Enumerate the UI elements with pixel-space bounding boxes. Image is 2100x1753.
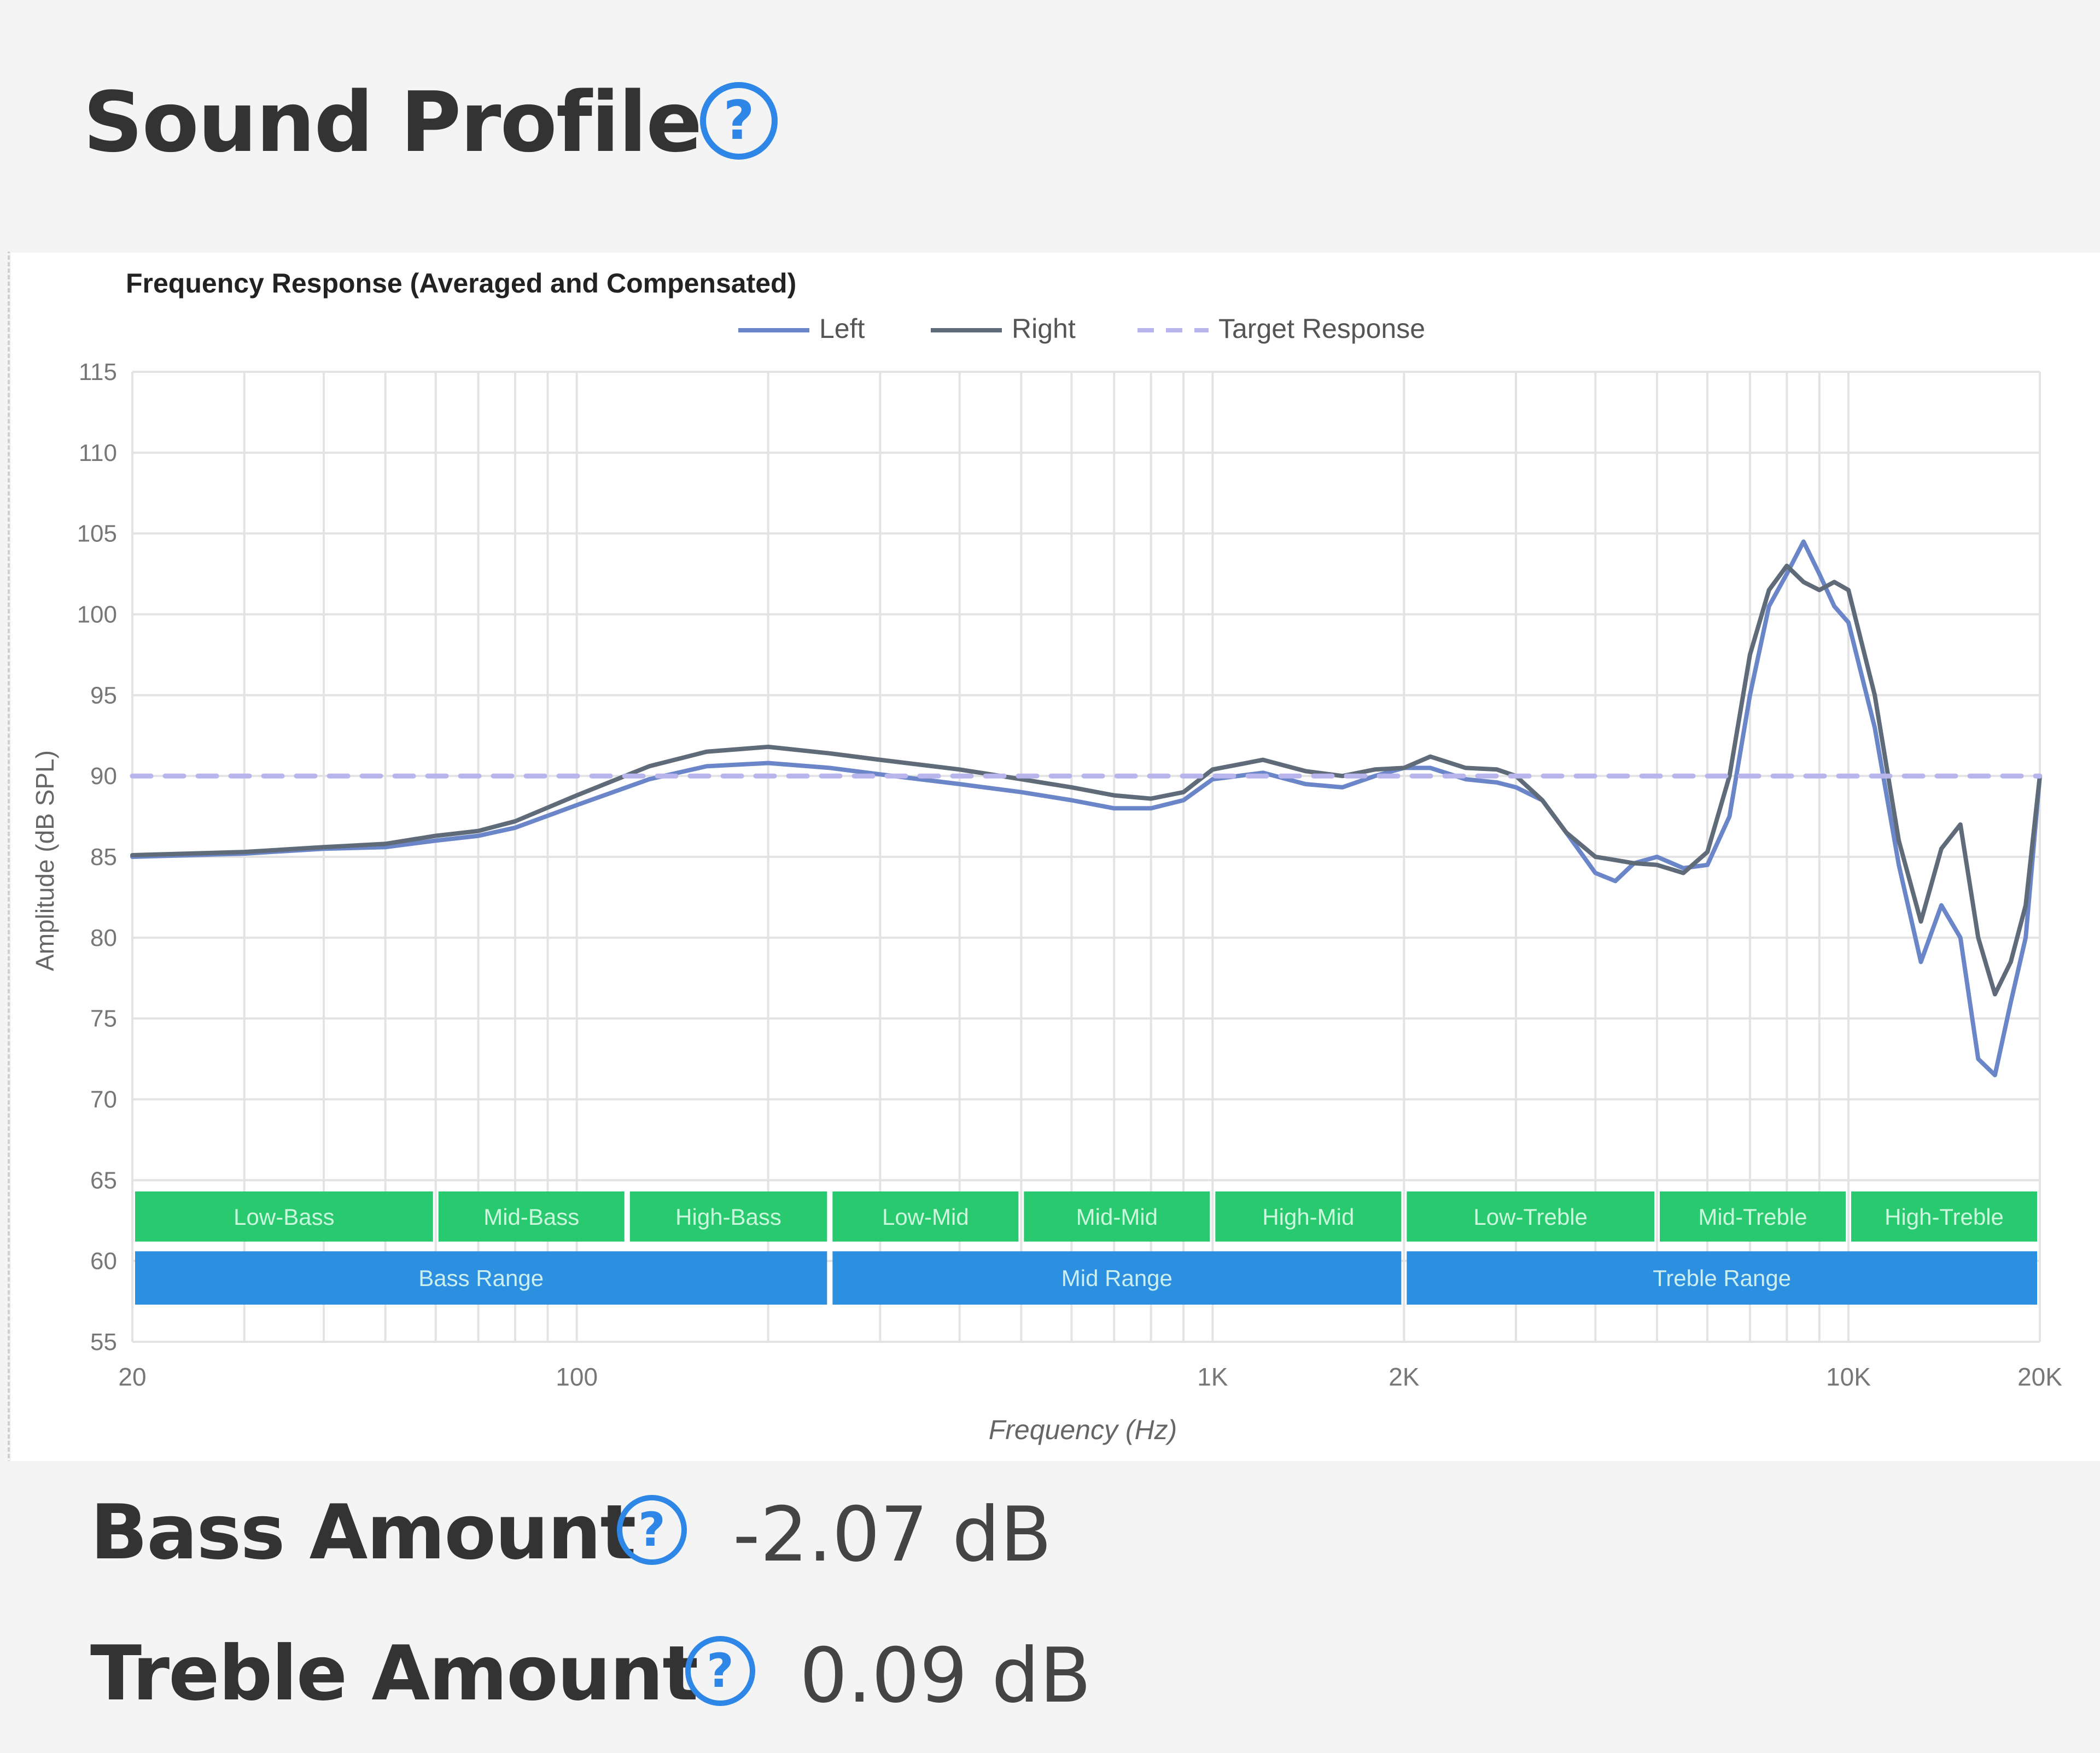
range-band[interactable]: [629, 1191, 827, 1242]
x-axis-label: Frequency (Hz): [989, 1415, 1177, 1445]
y-tick-label: 75: [90, 1006, 117, 1032]
question-circle-icon[interactable]: ?: [617, 1495, 687, 1565]
question-circle-icon[interactable]: ?: [700, 82, 778, 160]
range-band[interactable]: [832, 1191, 1019, 1242]
y-tick-label: 60: [90, 1248, 117, 1275]
range-bands: Low-Bass Mid-Bass High-Bass Low-Mid Mid-Mid H…: [135, 1191, 2037, 1305]
legend-label[interactable]: Target Response: [1218, 313, 1425, 344]
y-tick-label: 95: [90, 682, 117, 709]
section-header: Sound Profile ?: [0, 0, 2100, 252]
treble-amount-label: Treble Amount: [90, 1629, 698, 1717]
x-tick-label: 10K: [1826, 1363, 1871, 1391]
x-tick-label: 20K: [2017, 1363, 2062, 1391]
range-band-label: Mid-Mid: [1076, 1204, 1158, 1230]
range-band-label: High-Treble: [1885, 1204, 2004, 1230]
range-band[interactable]: [1851, 1191, 2037, 1242]
range-band[interactable]: [1024, 1191, 1210, 1242]
bass-amount-label: Bass Amount: [90, 1488, 636, 1576]
y-tick-label: 70: [90, 1086, 117, 1113]
range-band-label: Mid-Bass: [483, 1204, 579, 1230]
section-title: Sound Profile: [83, 74, 702, 171]
y-tick-label: 55: [90, 1329, 117, 1355]
y-tick-label: 85: [90, 844, 117, 870]
series-line-right: [130, 563, 2042, 997]
range-band[interactable]: [135, 1251, 827, 1305]
y-tick-label: 90: [90, 763, 117, 790]
range-band-label: Mid Range: [1061, 1265, 1172, 1291]
y-tick-label: 65: [90, 1167, 117, 1194]
range-band-label: High-Bass: [675, 1204, 781, 1230]
range-band-label: Treble Range: [1653, 1265, 1791, 1291]
x-tick-label: 1K: [1197, 1363, 1228, 1391]
chart-grid: [131, 371, 2041, 1343]
y-tick-label: 100: [77, 601, 117, 628]
range-band-label: Low-Mid: [882, 1204, 969, 1230]
range-band[interactable]: [832, 1251, 1402, 1305]
x-tick-label: 20: [118, 1363, 146, 1391]
range-band[interactable]: [1660, 1191, 1846, 1242]
y-tick-label: 80: [90, 925, 117, 951]
legend-label[interactable]: Right: [1012, 313, 1076, 344]
chart-axes: 55 60 65 70 75 80 85 90 95 100 105 110 115 20 100 1K 2K 1…: [77, 359, 2063, 1391]
legend-label[interactable]: Left: [819, 313, 865, 344]
series-line-left: [130, 539, 2042, 1078]
range-band-label: Bass Range: [418, 1265, 544, 1291]
y-tick-label: 105: [77, 521, 117, 547]
question-circle-icon[interactable]: ?: [685, 1636, 755, 1706]
range-band[interactable]: [438, 1191, 625, 1242]
range-band[interactable]: [135, 1191, 433, 1242]
range-band-label: Low-Bass: [234, 1204, 334, 1230]
range-band-label: Low-Treble: [1473, 1204, 1588, 1230]
x-tick-label: 2K: [1389, 1363, 1420, 1391]
y-axis-label: Amplitude (dB SPL): [31, 750, 59, 971]
chart-title: Frequency Response (Averaged and Compens…: [126, 268, 796, 299]
sound-stats: Bass Amount ? -2.07 dB Treble Amount ? 0…: [0, 1461, 2100, 1753]
chart-legend: Left Right Target Response: [738, 313, 1425, 344]
frequency-response-chart: Low-Bass Mid-Bass High-Bass Low-Mid Mid-Mid H…: [11, 253, 2100, 1461]
range-band[interactable]: [1407, 1191, 1655, 1242]
range-band-label: Mid-Treble: [1698, 1204, 1807, 1230]
range-band[interactable]: [1407, 1251, 2037, 1305]
range-band[interactable]: [1215, 1191, 1402, 1242]
bass-amount-value: -2.07 dB: [733, 1491, 1052, 1579]
chart-series: [130, 539, 2043, 1078]
x-tick-label: 100: [556, 1363, 598, 1391]
treble-amount-value: 0.09 dB: [800, 1632, 1092, 1720]
y-tick-label: 110: [79, 440, 117, 466]
y-tick-label: 115: [79, 359, 117, 385]
chart-svg: Low-Bass Mid-Bass High-Bass Low-Mid Mid-Mid H…: [31, 268, 2063, 1445]
range-band-label: High-Mid: [1262, 1204, 1354, 1230]
